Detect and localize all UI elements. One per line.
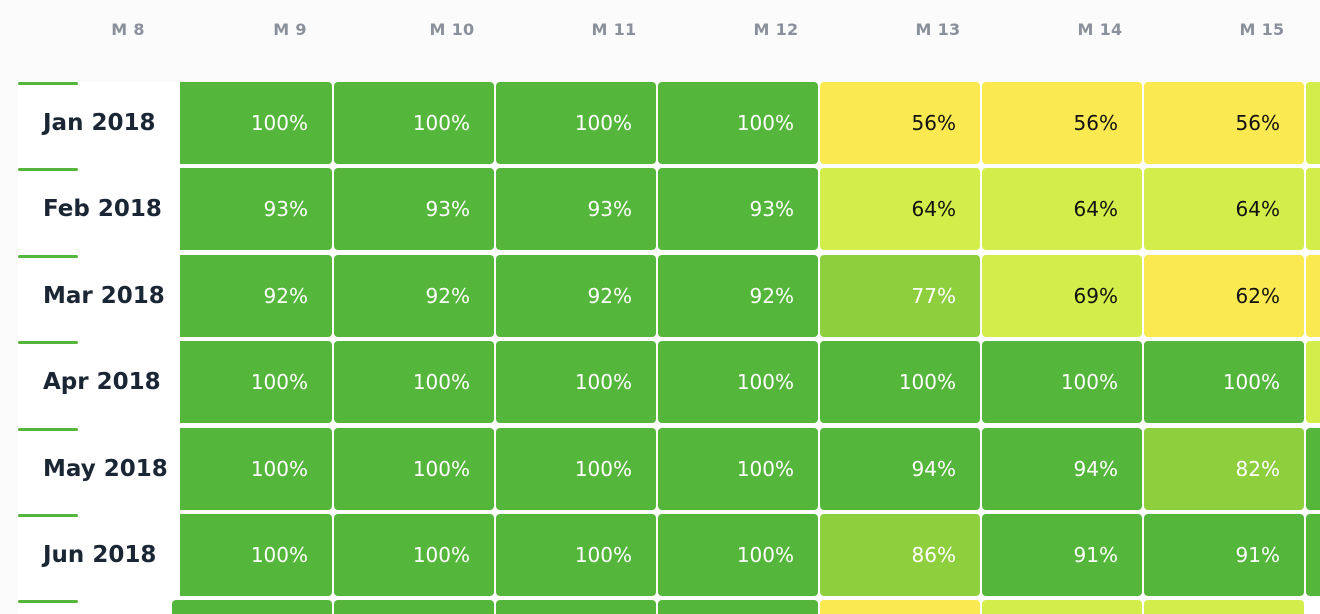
heatmap-cell[interactable]: 77%: [820, 255, 980, 337]
heatmap-cell[interactable]: 64%: [982, 168, 1142, 250]
column-header-m8: M 8: [111, 20, 145, 39]
heatmap-cell[interactable]: 64%: [1144, 168, 1304, 250]
heatmap-cell[interactable]: 100%: [982, 341, 1142, 423]
heatmap-cell[interactable]: 100%: [496, 82, 656, 164]
heatmap-cell-partial: [1306, 255, 1320, 337]
heatmap-cell[interactable]: 92%: [172, 255, 332, 337]
heatmap-cell-partial: [1306, 168, 1320, 250]
heatmap-cell[interactable]: 100%: [658, 428, 818, 510]
heatmap-cell-partial: [1306, 341, 1320, 423]
heatmap-cell-partial: [496, 600, 656, 614]
heatmap-cell[interactable]: 100%: [658, 341, 818, 423]
heatmap-cell[interactable]: 100%: [172, 341, 332, 423]
heatmap-cell[interactable]: 56%: [982, 82, 1142, 164]
heatmap-cell[interactable]: 94%: [982, 428, 1142, 510]
heatmap-cell[interactable]: 91%: [1144, 514, 1304, 596]
heatmap-cell[interactable]: 100%: [172, 514, 332, 596]
column-header-m15: M 15: [1239, 20, 1285, 39]
heatmap-cell[interactable]: 100%: [172, 428, 332, 510]
heatmap-cell[interactable]: 100%: [496, 428, 656, 510]
row-accent: [18, 514, 78, 517]
column-header-m10: M 10: [429, 20, 475, 39]
heatmap-cell-partial: [1306, 428, 1320, 510]
heatmap-cell[interactable]: 82%: [1144, 428, 1304, 510]
heatmap-cell[interactable]: 93%: [496, 168, 656, 250]
heatmap-cell[interactable]: 56%: [1144, 82, 1304, 164]
heatmap-cell[interactable]: 100%: [334, 428, 494, 510]
heatmap-cell[interactable]: 100%: [820, 341, 980, 423]
heatmap-cell[interactable]: 86%: [820, 514, 980, 596]
heatmap-cell-partial: [820, 600, 980, 614]
column-header-m12: M 12: [753, 20, 799, 39]
heatmap-cell[interactable]: 94%: [820, 428, 980, 510]
row-label: Apr 2018: [18, 341, 180, 423]
heatmap-cell[interactable]: 92%: [658, 255, 818, 337]
row-accent: [18, 255, 78, 258]
column-header-m9: M 9: [273, 20, 307, 39]
row-label-partial: [18, 600, 180, 614]
left-gutter: [0, 82, 18, 614]
heatmap-cell-partial: [982, 600, 1142, 614]
column-header-m13: M 13: [915, 20, 961, 39]
heatmap-cell[interactable]: 100%: [172, 82, 332, 164]
heatmap-cell-partial: [1306, 82, 1320, 164]
heatmap-cell[interactable]: 69%: [982, 255, 1142, 337]
row-accent: [18, 82, 78, 85]
heatmap-cell[interactable]: 100%: [658, 514, 818, 596]
row-accent: [18, 168, 78, 171]
row-label: Jan 2018: [18, 82, 180, 164]
heatmap-cell[interactable]: 92%: [334, 255, 494, 337]
column-header-m11: M 11: [591, 20, 637, 39]
heatmap-cell[interactable]: 100%: [334, 341, 494, 423]
heatmap-cell[interactable]: 93%: [658, 168, 818, 250]
heatmap-cell[interactable]: 64%: [820, 168, 980, 250]
row-label: Mar 2018: [18, 255, 180, 337]
heatmap-cell[interactable]: 93%: [334, 168, 494, 250]
column-header-m14: M 14: [1077, 20, 1123, 39]
heatmap-cell-partial: [1306, 514, 1320, 596]
heatmap-cell[interactable]: 62%: [1144, 255, 1304, 337]
heatmap-cell[interactable]: 91%: [982, 514, 1142, 596]
heatmap-cell[interactable]: 100%: [334, 82, 494, 164]
header-band: [0, 0, 1320, 82]
row-label: May 2018: [18, 428, 180, 510]
heatmap-cell-partial: [334, 600, 494, 614]
heatmap-cell[interactable]: 100%: [334, 514, 494, 596]
heatmap-cell[interactable]: 93%: [172, 168, 332, 250]
heatmap-cell-partial: [172, 600, 332, 614]
row-accent: [18, 600, 78, 603]
heatmap-cell-partial: [1144, 600, 1304, 614]
heatmap-cell[interactable]: 56%: [820, 82, 980, 164]
heatmap-cell[interactable]: 100%: [658, 82, 818, 164]
heatmap-cell[interactable]: 100%: [1144, 341, 1304, 423]
heatmap-cell[interactable]: 92%: [496, 255, 656, 337]
row-accent: [18, 341, 78, 344]
row-accent: [18, 428, 78, 431]
heatmap-cell-partial: [658, 600, 818, 614]
row-label: Feb 2018: [18, 168, 180, 250]
row-label: Jun 2018: [18, 514, 180, 596]
heatmap-cell[interactable]: 100%: [496, 341, 656, 423]
heatmap-cell[interactable]: 100%: [496, 514, 656, 596]
